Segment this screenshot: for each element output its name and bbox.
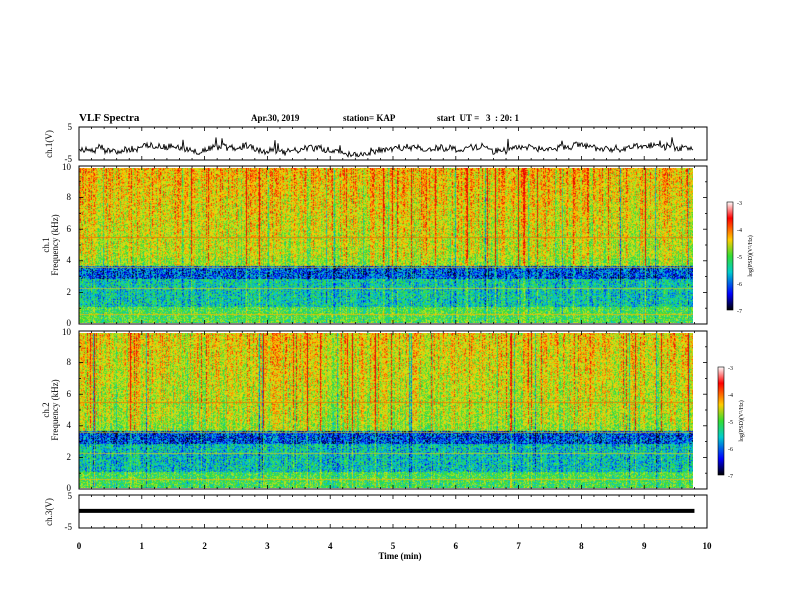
ch1-waveform-line <box>79 137 694 158</box>
x-tick-label-6: 6 <box>454 541 459 551</box>
ch1-waveform-panel: 5 -5 ch.1(V) <box>44 122 708 164</box>
x-tick-label-4: 4 <box>328 541 333 551</box>
ch2-cb-tick-m4: -4 <box>728 393 733 399</box>
ch1-waveform-frame <box>78 126 708 161</box>
ch1-colorbar: -3 -4 -5 -6 -7 log(PSD)(V²/Hz) <box>726 201 754 315</box>
ch1-cb-tick-m7: -7 <box>737 309 742 315</box>
station-label: station= KAP <box>343 113 396 123</box>
x-tick-label-3: 3 <box>265 541 270 551</box>
ch2-ytick-0: 0 <box>67 483 72 493</box>
x-tick-label-2: 2 <box>202 541 207 551</box>
ch2-colorbar: -3 -4 -5 -6 -7 log(PSD)(V²/Hz) <box>717 366 745 480</box>
ch3-ytick-bottom: -5 <box>65 522 73 532</box>
x-tick-label-7: 7 <box>516 541 521 551</box>
ch3-waveform-panel: 5 -5 ch.3(V) <box>44 491 708 532</box>
ch2-ytick-6: 6 <box>67 389 72 399</box>
ch2-cb-tick-m3: -3 <box>728 366 733 372</box>
x-axis-label: Time (min) <box>378 551 421 561</box>
ch1-ytick-2: 2 <box>67 287 72 297</box>
ch1-colorbar-scale <box>726 201 734 311</box>
ch1-ytick-0: 0 <box>67 318 72 328</box>
start-time-label: start UT = 3 : 20: 1 <box>437 113 519 123</box>
ch2-ytick-8: 8 <box>67 357 72 367</box>
ch2-ylabel-line1: ch.2 <box>41 402 51 417</box>
ch1-ytick-bottom: -5 <box>65 154 73 164</box>
ch3-ytick-top: 5 <box>68 491 73 501</box>
ch1-spectrogram-frame <box>78 165 708 325</box>
ch1-ylabel: ch.1(V) <box>44 130 54 158</box>
x-tick-label-0: 0 <box>77 541 82 551</box>
ch2-ytick-10: 10 <box>62 327 72 337</box>
x-tick-label-1: 1 <box>140 541 145 551</box>
ch2-ytick-2: 2 <box>67 452 72 462</box>
ch1-ytick-10: 10 <box>62 162 72 172</box>
tick-marks <box>78 127 708 528</box>
ch2-colorbar-scale <box>717 366 725 476</box>
ch1-ylabel-line1: ch.1 <box>41 237 51 252</box>
ch1-cb-tick-m5: -5 <box>737 255 742 261</box>
ch1-cb-tick-m3: -3 <box>737 201 742 207</box>
ch1-ytick-top: 5 <box>68 122 73 132</box>
ch1-ytick-4: 4 <box>67 255 72 265</box>
ch2-cb-tick-m5: -5 <box>728 420 733 426</box>
ch1-spectrogram-axes: 0 2 4 6 8 10 ch.1 Frequency (kHz) <box>41 162 708 328</box>
ch2-spectrogram-image <box>79 333 693 488</box>
ch2-cb-tick-m7: -7 <box>728 474 733 480</box>
ch3-ylabel: ch.3(V) <box>44 498 54 526</box>
x-tick-label-10: 10 <box>703 541 713 551</box>
ch1-cb-tick-m4: -4 <box>737 228 742 234</box>
ch2-spectrogram-axes: 0 2 4 6 8 10 ch.2 Frequency (kHz) <box>41 327 708 493</box>
ch1-cb-tick-m6: -6 <box>737 282 742 288</box>
date-label: Apr.30, 2019 <box>251 113 300 123</box>
ch1-ytick-8: 8 <box>67 192 72 202</box>
x-tick-label-5: 5 <box>391 541 396 551</box>
ch1-ylabel-line2: Frequency (kHz) <box>50 214 60 275</box>
ch1-ytick-6: 6 <box>67 224 72 234</box>
ch2-spectrogram-frame <box>78 330 708 490</box>
ch2-colorbar-label: log(PSD)(V²/Hz) <box>738 400 745 441</box>
ch2-ytick-4: 4 <box>67 420 72 430</box>
ch2-cb-tick-m6: -6 <box>728 447 733 453</box>
x-tick-label-8: 8 <box>579 541 584 551</box>
ch2-ylabel-line2: Frequency (kHz) <box>50 379 60 440</box>
figure-title: VLF Spectra <box>79 112 140 124</box>
ch1-colorbar-label: log(PSD)(V²/Hz) <box>747 235 754 276</box>
x-tick-labels: 0 1 2 3 4 5 6 7 8 9 10 <box>77 541 712 551</box>
x-tick-label-9: 9 <box>642 541 647 551</box>
ch1-spectrogram-image <box>79 168 693 323</box>
